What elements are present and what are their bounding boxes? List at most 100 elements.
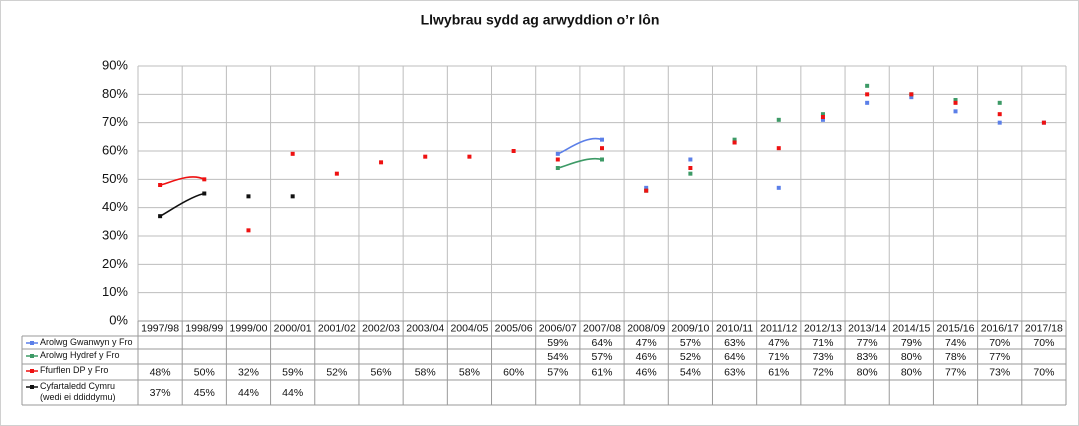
x-tick-label: 2013/14 xyxy=(848,322,886,334)
data-label: 80% xyxy=(857,366,878,378)
data-label: 78% xyxy=(945,351,966,363)
marker xyxy=(820,117,825,122)
legend-label: Ffurflen DP y Fro xyxy=(40,365,109,375)
x-tick-label: 2007/08 xyxy=(583,322,621,334)
data-label: 79% xyxy=(901,337,922,349)
marker xyxy=(555,166,560,170)
data-label: 57% xyxy=(547,366,568,378)
data-label: 63% xyxy=(724,337,745,349)
x-tick-label: 2001/02 xyxy=(318,322,356,334)
data-label: 57% xyxy=(591,351,612,363)
data-label: 71% xyxy=(812,337,833,349)
marker xyxy=(467,154,472,159)
data-label: 63% xyxy=(724,366,745,378)
data-label: 37% xyxy=(150,387,171,399)
y-tick-label: 20% xyxy=(102,256,128,271)
marker xyxy=(820,112,825,117)
data-label: 80% xyxy=(901,351,922,363)
marker xyxy=(865,100,870,105)
marker xyxy=(1041,120,1046,125)
data-label: 50% xyxy=(194,366,215,378)
y-tick-label: 60% xyxy=(102,142,128,157)
marker xyxy=(953,98,958,102)
data-label: 44% xyxy=(238,387,259,399)
legend-label-box: Arolwg Hydref y Fro xyxy=(40,350,120,360)
data-label: 48% xyxy=(150,366,171,378)
x-tick-label: 2016/17 xyxy=(981,322,1019,334)
legend-marker xyxy=(30,369,34,373)
data-label: 70% xyxy=(989,337,1010,349)
x-tick-label: 1999/00 xyxy=(229,322,267,334)
marker xyxy=(865,92,870,97)
data-label: 70% xyxy=(1033,366,1054,378)
y-tick-label: 70% xyxy=(102,114,128,129)
data-label: 45% xyxy=(194,387,215,399)
data-label: 74% xyxy=(945,337,966,349)
series-line xyxy=(159,176,205,186)
x-tick-label: 2010/11 xyxy=(716,322,753,334)
marker xyxy=(246,194,251,199)
marker xyxy=(997,112,1002,117)
x-tick-label: 1998/99 xyxy=(185,322,223,334)
marker xyxy=(202,191,207,196)
data-label: 77% xyxy=(857,337,878,349)
data-label: 59% xyxy=(547,337,568,349)
marker xyxy=(865,83,870,88)
legend-marker xyxy=(30,354,34,358)
legend-label: Arolwg Hydref y Fro xyxy=(40,350,120,360)
data-label: 83% xyxy=(857,351,878,363)
data-label: 57% xyxy=(680,337,701,349)
data-label: 52% xyxy=(326,366,347,378)
data-label: 32% xyxy=(238,366,259,378)
marker xyxy=(997,100,1002,105)
marker xyxy=(776,185,781,190)
y-tick-label: 90% xyxy=(102,57,128,72)
data-label: 73% xyxy=(812,351,833,363)
marker xyxy=(644,188,649,193)
x-tick-label: 2003/04 xyxy=(406,322,444,334)
marker xyxy=(600,146,604,151)
chart-title: Llwybrau sydd ag arwyddion o’r lôn xyxy=(421,12,660,28)
x-tick-label: 2012/13 xyxy=(804,322,842,334)
marker xyxy=(732,140,737,145)
y-tick-label: 0% xyxy=(109,312,128,327)
x-tick-label: 2015/16 xyxy=(937,322,975,334)
marker xyxy=(953,109,958,114)
data-label: 44% xyxy=(282,387,303,399)
marker xyxy=(688,166,693,170)
marker xyxy=(600,157,604,162)
data-label: 71% xyxy=(768,351,789,363)
data-label: 46% xyxy=(636,351,657,363)
series-line xyxy=(159,192,205,217)
marker xyxy=(158,183,163,187)
marker xyxy=(555,151,560,156)
marker xyxy=(953,100,958,105)
legend-label-box: Arolwg Gwanwyn y Fro xyxy=(40,337,133,347)
x-tick-label: 1997/98 xyxy=(141,322,179,334)
legend-label: Arolwg Gwanwyn y Fro xyxy=(40,337,133,347)
data-label: 56% xyxy=(371,366,392,378)
series-line xyxy=(557,157,603,169)
data-label: 52% xyxy=(680,351,701,363)
marker xyxy=(379,160,384,165)
x-tick-label: 2011/12 xyxy=(760,322,797,334)
marker xyxy=(776,117,781,122)
data-label: 47% xyxy=(636,337,657,349)
data-label: 61% xyxy=(768,366,789,378)
data-label: 70% xyxy=(1033,337,1054,349)
marker xyxy=(909,92,914,97)
x-tick-label: 2004/05 xyxy=(450,322,488,334)
marker xyxy=(423,154,428,159)
data-label: 64% xyxy=(591,337,612,349)
series-line xyxy=(557,137,603,155)
marker xyxy=(820,115,825,119)
y-tick-label: 30% xyxy=(102,227,128,242)
data-label: 58% xyxy=(415,366,436,378)
x-tick-label: 2009/10 xyxy=(671,322,709,334)
legend-label-box: Ffurflen DP y Fro xyxy=(40,365,109,375)
data-label: 72% xyxy=(812,366,833,378)
data-label: 47% xyxy=(768,337,789,349)
legend-label: Cyfartaledd Cymru (wedi ei ddiddymu) xyxy=(40,381,116,402)
